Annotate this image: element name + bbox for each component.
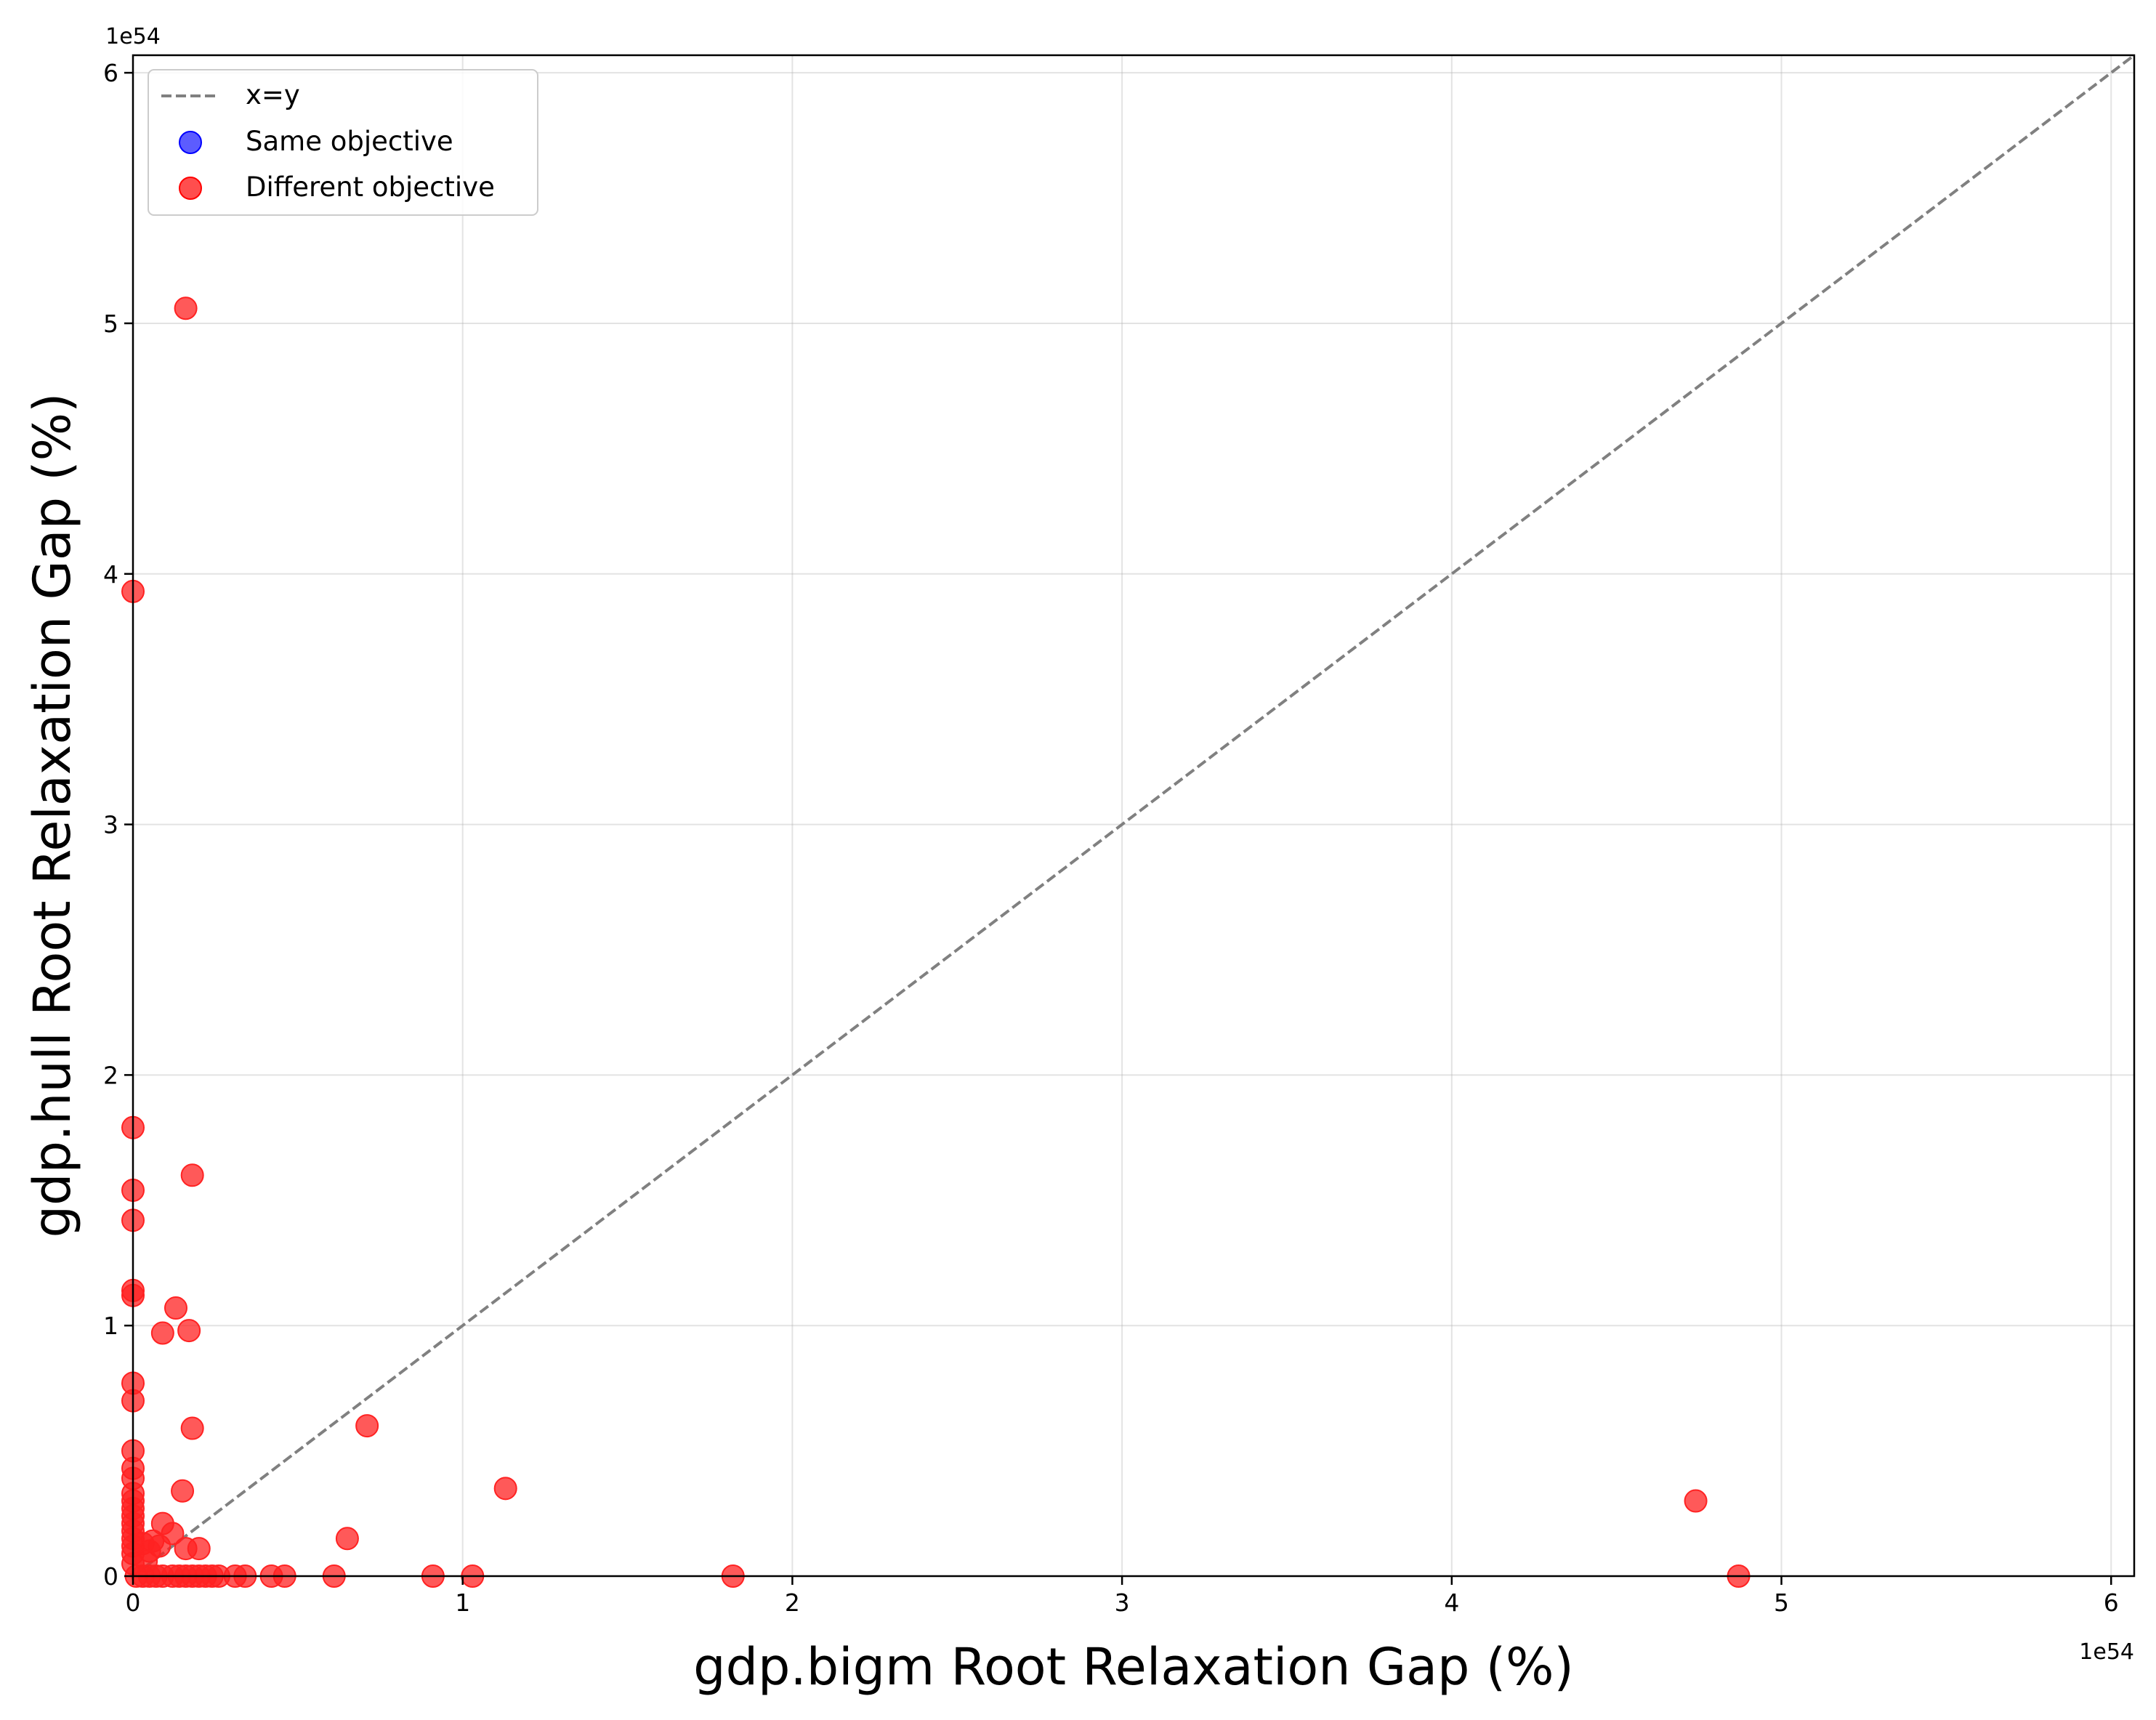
- grid-lines: [132, 55, 2134, 1577]
- different-objective-point: [163, 1296, 187, 1320]
- y-tick-label: 6: [103, 59, 118, 87]
- x-tick-label: 0: [126, 1588, 141, 1617]
- y-tick-label: 1: [103, 1312, 118, 1340]
- different-objective-point: [493, 1477, 517, 1501]
- y-tick-label: 4: [103, 560, 118, 589]
- different-objective-point: [335, 1527, 359, 1551]
- x-tick-label: 1: [455, 1588, 470, 1617]
- different-objective-point: [174, 296, 198, 320]
- y-tick-label: 0: [103, 1562, 118, 1591]
- plot-frame: [132, 54, 2136, 1578]
- x-axis-multiplier: 1e54: [2079, 1639, 2134, 1665]
- legend-entry-xy: x=y: [246, 79, 300, 110]
- different-objective-point: [355, 1414, 379, 1438]
- y-tick-label: 2: [103, 1061, 118, 1089]
- different-objective-point: [150, 1321, 174, 1345]
- x-tick-label: 6: [2104, 1588, 2119, 1617]
- legend-entry-same-objective: Same objective: [246, 126, 453, 157]
- x-tick-label: 5: [1774, 1588, 1789, 1617]
- x-axis-ticks: 0 1 2 3 4 5 6: [126, 1576, 2119, 1617]
- y-tick-label: 3: [103, 811, 118, 839]
- different-objective-point: [187, 1537, 211, 1561]
- legend-box: [148, 69, 538, 216]
- different-objective-point: [177, 1319, 201, 1343]
- y-axis-ticks: 0 1 2 3 4 5 6: [103, 59, 133, 1591]
- x-tick-label: 4: [1444, 1588, 1459, 1617]
- y-tick-label: 5: [103, 310, 118, 338]
- x-equals-y-reference-line: [132, 54, 2136, 1578]
- x-tick-label: 3: [1115, 1588, 1130, 1617]
- reference-line-layer: [132, 54, 2136, 1578]
- y-axis-multiplier: 1e54: [105, 24, 161, 49]
- different-objective-point: [1684, 1489, 1708, 1513]
- different-objective-point: [180, 1163, 204, 1187]
- different-objective-point: [171, 1479, 195, 1503]
- legend: x=y Same objective Different objective: [148, 69, 538, 216]
- legend-red-marker-icon: [179, 177, 202, 200]
- different-objective-point: [180, 1416, 204, 1440]
- legend-entry-different-objective: Different objective: [246, 171, 495, 203]
- x-tick-label: 2: [785, 1588, 800, 1617]
- legend-blue-marker-icon: [179, 131, 202, 154]
- x-axis-label: gdp.bigm Root Relaxation Gap (%): [693, 1637, 1574, 1697]
- y-axis-label: gdp.hull Root Relaxation Gap (%): [23, 393, 82, 1238]
